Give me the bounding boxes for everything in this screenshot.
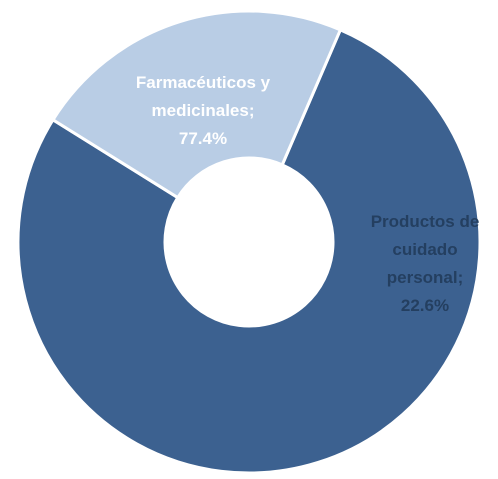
slice-label-line: cuidado — [392, 240, 457, 259]
slice-1 — [16, 27, 482, 475]
slice-2 — [50, 9, 343, 200]
labels-group: Farmacéuticos y medicinales; 77.4% Producto… — [136, 73, 479, 315]
slice-label-line: 22.6% — [401, 296, 449, 315]
slice-label-line: 77.4% — [179, 129, 227, 148]
slice-label-2: Productos de cuidado personal; 22.6% — [371, 212, 480, 315]
slice-label-line: Productos de — [371, 212, 480, 231]
slice-label-1: Farmacéuticos y medicinales; 77.4% — [136, 73, 271, 148]
slice-label-line: personal; — [387, 268, 464, 287]
slices-group — [16, 9, 482, 475]
slice-label-line: medicinales; — [152, 101, 255, 120]
slice-label-line: Farmacéuticos y — [136, 73, 271, 92]
